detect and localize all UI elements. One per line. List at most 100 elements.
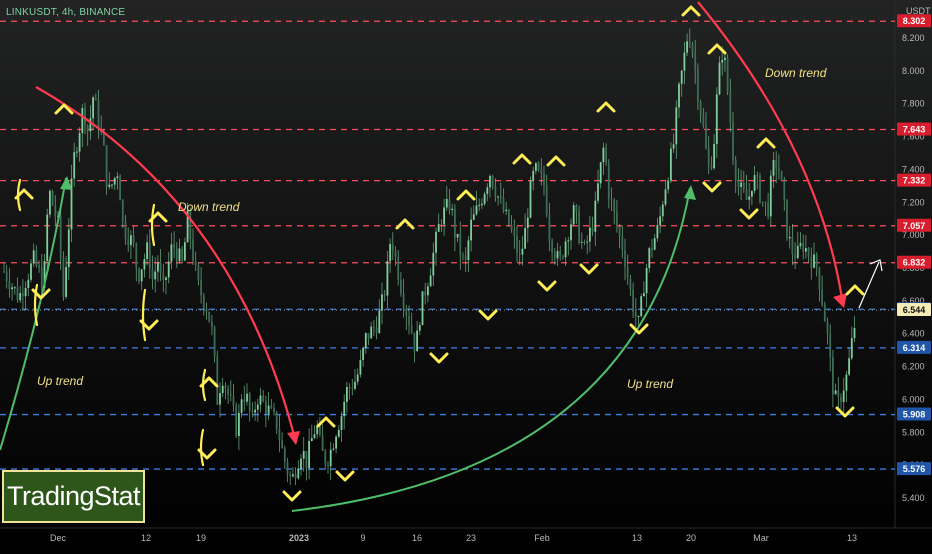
candle-body <box>132 235 135 244</box>
candle-body <box>184 242 186 261</box>
up-chevron <box>456 189 476 201</box>
time-tick: 9 <box>360 533 365 543</box>
candle-body <box>243 399 246 402</box>
price-tick: 8.000 <box>902 66 925 76</box>
candle-body <box>146 242 148 260</box>
price-tick: 5.800 <box>902 427 925 437</box>
candle-body <box>850 338 853 359</box>
candle-body <box>610 198 613 201</box>
candle-body <box>764 201 767 203</box>
candle-body <box>273 407 275 412</box>
candle-body <box>661 204 664 217</box>
up-chevron <box>681 5 701 17</box>
candle-body <box>459 233 462 256</box>
candle-body <box>367 333 370 339</box>
candle-body <box>405 308 408 317</box>
candle-body <box>424 291 427 296</box>
candle-body <box>748 196 751 200</box>
candle-body <box>621 235 624 251</box>
swing-bracket <box>201 368 207 402</box>
candle-body <box>159 262 162 274</box>
candle-body <box>278 429 281 441</box>
time-tick: 19 <box>196 533 206 543</box>
swing-bracket <box>141 288 147 342</box>
candle-body <box>613 200 616 212</box>
candle-body <box>119 176 121 201</box>
candle-body <box>400 279 402 294</box>
time-tick: 13 <box>632 533 642 543</box>
swing-bracket <box>16 178 22 212</box>
candle-body <box>24 287 27 297</box>
candle-body <box>351 387 354 389</box>
candle-body <box>19 293 22 301</box>
swing-bracket <box>150 203 156 247</box>
candle-body <box>529 180 532 218</box>
candle-body <box>810 256 813 268</box>
candle-body <box>92 97 94 119</box>
candle-body <box>605 147 607 164</box>
candle-body <box>594 200 597 232</box>
candle-body <box>670 148 672 181</box>
candle-body <box>121 200 124 222</box>
candle-body <box>518 253 521 255</box>
candle-body <box>456 233 459 238</box>
up-chevron <box>845 284 865 296</box>
candle-body <box>826 321 829 333</box>
annotation-down-trend-1: Down trend <box>178 200 240 214</box>
candle-body <box>564 241 567 258</box>
candle-body <box>659 216 661 226</box>
candle-body <box>553 252 556 259</box>
candle-body <box>408 316 410 326</box>
candle-body <box>54 205 57 217</box>
candle-body <box>753 175 756 191</box>
candle-body <box>192 239 194 261</box>
candle-body <box>653 238 656 250</box>
candle-body <box>391 244 394 252</box>
candle-body <box>227 388 229 395</box>
candle-body <box>308 440 310 469</box>
candle-body <box>78 133 81 152</box>
price-tick: 8.200 <box>902 33 925 43</box>
candle-body <box>202 295 205 309</box>
annotation-up-trend-2: Up trend <box>627 377 673 391</box>
brand-logo: TradingStat <box>2 470 145 523</box>
candle-body <box>154 271 157 280</box>
candle-body <box>213 327 216 357</box>
candle-body <box>286 461 289 475</box>
candle-body <box>837 390 840 397</box>
candle-body <box>656 225 659 239</box>
price-tick: 7.600 <box>902 132 925 142</box>
candle-body <box>319 425 321 435</box>
candle-body <box>740 182 742 187</box>
candle-body <box>645 268 648 294</box>
annotation-up-trend-1: Up trend <box>37 374 83 388</box>
candle-body <box>680 70 683 84</box>
candle-body <box>51 190 54 206</box>
price-tick: 6.000 <box>902 394 925 404</box>
candle-body <box>721 60 724 63</box>
candle-body <box>802 243 805 252</box>
level-label-bg <box>897 340 931 354</box>
candle-body <box>394 251 397 257</box>
candle-body <box>362 348 364 360</box>
candle-body <box>618 226 621 236</box>
candle-body <box>397 256 400 280</box>
candle-body <box>186 210 189 243</box>
candle-body <box>821 289 823 305</box>
annotation-down-trend-2: Down trend <box>765 66 827 80</box>
candle-body <box>583 241 586 243</box>
down-chevron <box>537 280 557 292</box>
candle-body <box>259 395 262 405</box>
candle-body <box>378 310 381 333</box>
candle-body <box>567 240 570 242</box>
candle-body <box>643 293 645 297</box>
candle-body <box>813 254 815 268</box>
candle-body <box>413 332 416 352</box>
time-axis-ticks: Dec 12 19 2023 9 16 23 Feb 13 20 Mar 13 <box>50 533 857 543</box>
candle-body <box>548 215 551 242</box>
down-chevron <box>335 470 355 482</box>
candle-body <box>494 187 497 197</box>
candle-body <box>294 474 297 479</box>
candle-body <box>513 230 516 236</box>
